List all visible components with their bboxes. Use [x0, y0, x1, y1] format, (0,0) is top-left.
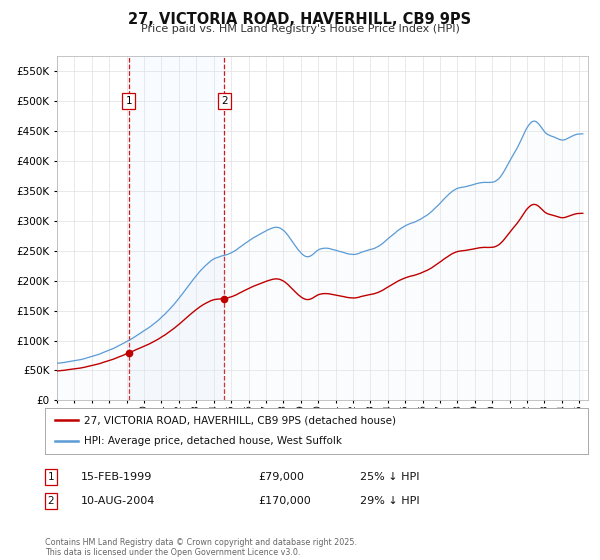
Text: 29% ↓ HPI: 29% ↓ HPI: [360, 496, 419, 506]
Text: Contains HM Land Registry data © Crown copyright and database right 2025.
This d: Contains HM Land Registry data © Crown c…: [45, 538, 357, 557]
Text: 2: 2: [47, 496, 55, 506]
Text: £79,000: £79,000: [258, 472, 304, 482]
Text: £170,000: £170,000: [258, 496, 311, 506]
Text: 1: 1: [47, 472, 55, 482]
Text: HPI: Average price, detached house, West Suffolk: HPI: Average price, detached house, West…: [84, 436, 342, 446]
Bar: [129, 56, 224, 400]
Text: 27, VICTORIA ROAD, HAVERHILL, CB9 9PS: 27, VICTORIA ROAD, HAVERHILL, CB9 9PS: [128, 12, 472, 27]
Text: 2: 2: [221, 96, 227, 106]
Text: 1: 1: [125, 96, 132, 106]
Text: 27, VICTORIA ROAD, HAVERHILL, CB9 9PS (detached house): 27, VICTORIA ROAD, HAVERHILL, CB9 9PS (d…: [84, 415, 396, 425]
Text: 25% ↓ HPI: 25% ↓ HPI: [360, 472, 419, 482]
Text: Price paid vs. HM Land Registry's House Price Index (HPI): Price paid vs. HM Land Registry's House …: [140, 24, 460, 34]
Text: 10-AUG-2004: 10-AUG-2004: [81, 496, 155, 506]
Text: 15-FEB-1999: 15-FEB-1999: [81, 472, 152, 482]
